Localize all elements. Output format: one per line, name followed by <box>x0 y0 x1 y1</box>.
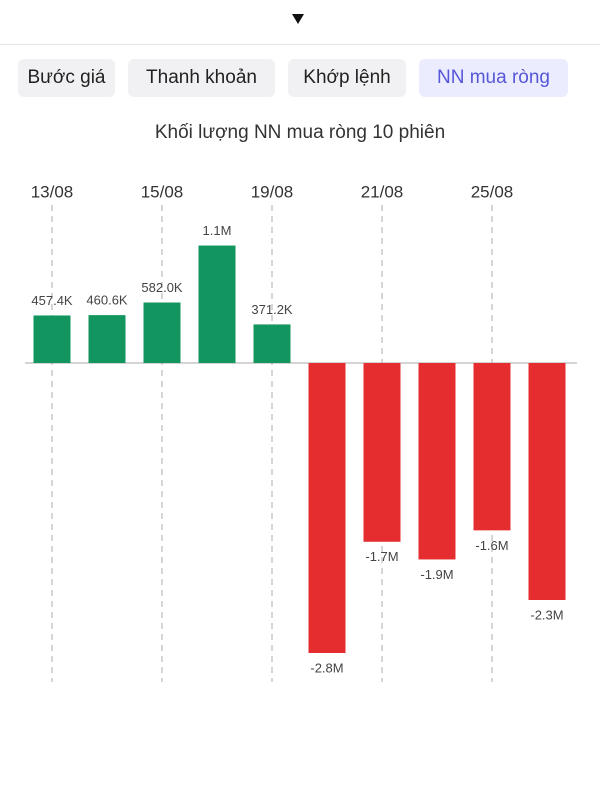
x-tick-label: 25/08 <box>471 182 514 201</box>
tab[interactable]: Khớp lệnh <box>288 59 406 97</box>
tab-bar: Bước giá Thanh khoản Khớp lệnh NN mua ròng <box>0 59 600 97</box>
bar <box>308 363 346 653</box>
value-label: -2.3M <box>530 607 563 622</box>
value-label: 457.4K <box>31 293 73 308</box>
top-bar <box>0 0 600 45</box>
value-label: -1.7M <box>365 549 398 564</box>
value-label: -1.9M <box>420 567 453 582</box>
bar <box>198 245 236 363</box>
bar <box>88 315 126 363</box>
chart-title: Khối lượng NN mua ròng 10 phiên <box>155 122 445 143</box>
x-tick-label: 13/08 <box>31 182 74 201</box>
bar <box>528 363 566 600</box>
bar <box>363 363 401 542</box>
bar <box>33 315 71 363</box>
tab[interactable]: Thanh khoản <box>128 59 275 97</box>
bar <box>473 363 511 531</box>
x-tick-label: 15/08 <box>141 182 184 201</box>
tab[interactable]: Bước giá <box>18 59 115 97</box>
x-tick-label: 21/08 <box>361 182 404 201</box>
chart: Khối lượng NN mua ròng 10 phiên 13/08 15/… <box>25 122 577 682</box>
bar <box>253 324 291 363</box>
value-label: 460.6K <box>86 293 128 308</box>
value-label: 1.1M <box>203 223 232 238</box>
collapse-arrow[interactable] <box>292 14 304 24</box>
bar <box>418 363 456 560</box>
value-label: 371.2K <box>251 302 293 317</box>
value-label: 582.0K <box>141 280 183 295</box>
x-tick-label: 19/08 <box>251 182 294 201</box>
bar <box>143 302 181 363</box>
value-label: -2.8M <box>310 660 343 675</box>
value-label: -1.6M <box>475 538 508 553</box>
tab[interactable]: NN mua ròng <box>419 59 568 97</box>
